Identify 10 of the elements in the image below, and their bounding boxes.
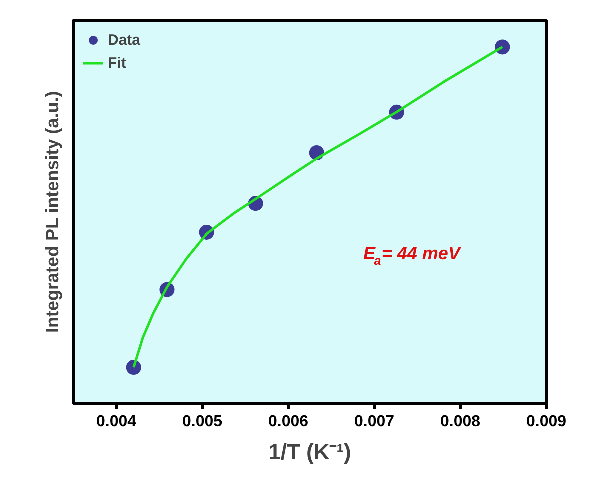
x-tick-label: 0.007 xyxy=(354,414,395,430)
x-tick-label: 0.008 xyxy=(440,414,481,430)
legend-label: Fit xyxy=(108,54,128,72)
x-tick-label: 0.004 xyxy=(96,414,137,430)
y-axis-title: Integrated PL intensity (a.u.) xyxy=(42,91,62,334)
x-tick-label: 0.005 xyxy=(182,414,223,430)
x-tick-label: 0.009 xyxy=(526,414,567,430)
x-tick-label: 0.006 xyxy=(268,414,309,430)
legend-label: Data xyxy=(108,32,141,48)
x-axis-title: 1/T (K⁻¹) xyxy=(268,440,352,464)
